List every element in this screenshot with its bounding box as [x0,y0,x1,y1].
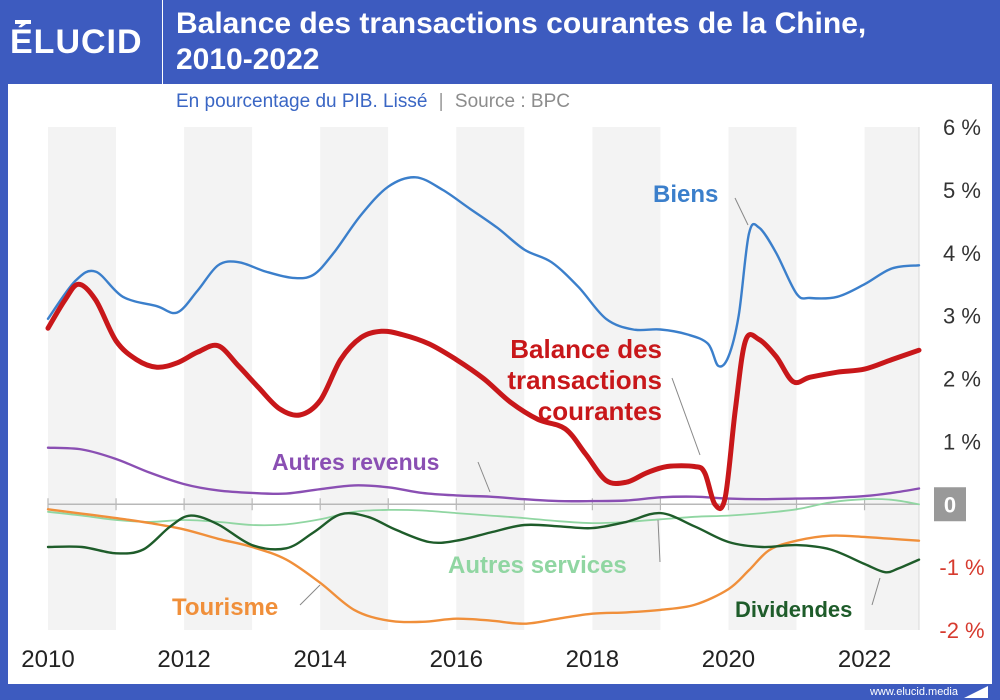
series-line-autres-services [47,498,920,527]
logo: ÉLUCID [10,23,143,61]
x-tick-label: 2020 [702,646,755,673]
series-line-tourisme [46,508,921,625]
subtitle-main: En pourcentage du PIB. Lissé [176,91,428,112]
year-band [592,127,661,630]
label-leader-line [299,584,321,606]
x-tick-label: 2010 [21,646,74,673]
y-tick-zero-box [934,487,966,522]
x-tick-label: 2016 [430,646,483,673]
y-tick-label: 4 % [943,241,981,266]
y-tick-label: 0 [944,492,956,517]
year-band [388,127,457,630]
x-tick-label: 2014 [293,646,346,673]
series-line-dividendes [46,511,921,574]
year-band [48,127,117,630]
header: ÉLUCID Balance des transactions courante… [0,0,1000,84]
series-label-dividendes: Dividendes [735,597,852,622]
series-label-tourisme: Tourisme [172,594,278,621]
label-leader-line [671,377,701,456]
series-label-balance: Balance des [510,334,662,364]
label-leader-line [477,461,491,493]
label-leader-line [734,197,749,226]
title-line-2: 2010-2022 [176,43,320,76]
y-tick-label: -1 % [939,555,984,580]
subtitle-source: Source : BPC [454,91,570,112]
header-divider [162,0,163,84]
series-line-balance [45,281,922,512]
x-tick-label: 2022 [838,646,891,673]
title-line-1: Balance des transactions courantes de la… [176,7,867,40]
page-title: Balance des transactions courantes de la… [176,6,976,78]
series-label-balance: courantes [538,396,662,426]
series-label-autres-services: Autres services [448,552,627,579]
year-band [184,127,253,630]
subtitle-separator: | [438,91,444,112]
series-label-biens: Biens [653,181,718,208]
footer: www.elucid.media [0,684,1000,700]
year-band [456,127,525,630]
label-leader-line [657,519,661,563]
y-tick-label: -2 % [939,618,984,643]
year-band [524,127,593,630]
logo-accent [15,20,31,24]
label-leader-line [871,577,881,606]
elucid-mark-icon [964,686,988,698]
y-tick-label: 6 % [943,115,981,140]
series-line-biens [46,176,921,368]
x-tick-label: 2012 [157,646,210,673]
y-tick-label: 3 % [943,304,981,329]
year-band [252,127,321,630]
year-band [864,127,919,630]
series-label-autres-revenus: Autres revenus [272,449,439,475]
y-tick-label: 1 % [943,429,981,454]
subtitle: En pourcentage du PIB. Lissé | Source : … [176,90,570,114]
footer-url: www.elucid.media [869,686,958,698]
series-line-autres-revenus [46,446,921,503]
x-tick-label: 2018 [566,646,619,673]
y-tick-label: 2 % [943,367,981,392]
series-label-balance: transactions [507,365,662,395]
y-tick-label: 5 % [943,178,981,203]
